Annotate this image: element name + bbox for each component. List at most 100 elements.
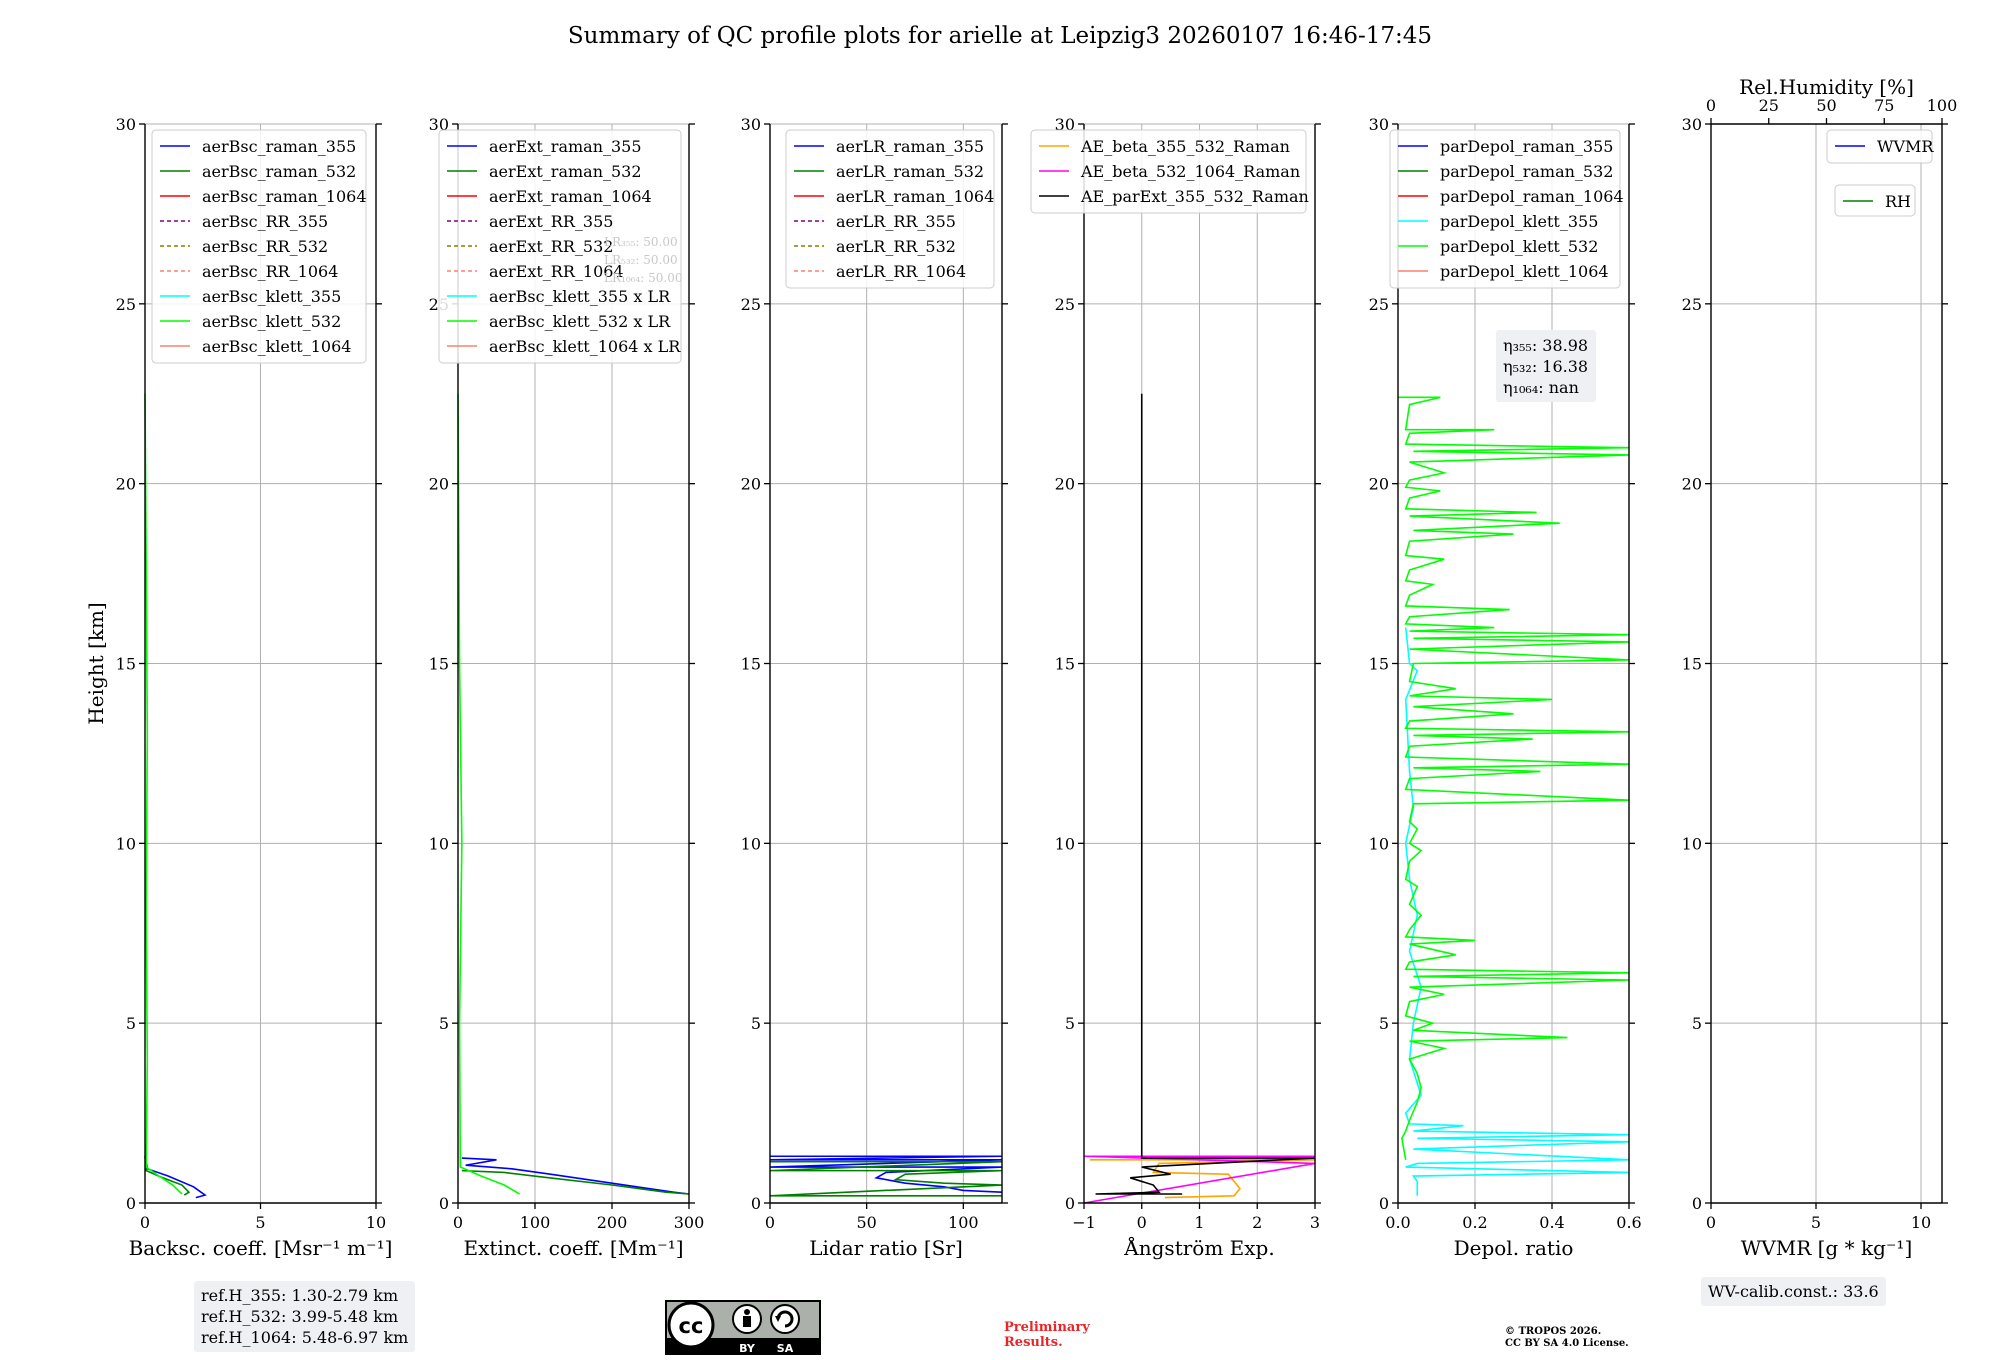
y-tick-label: 5 [439,1014,449,1033]
copyright-line: CC BY SA 4.0 License. [1505,1338,1629,1349]
legend-entry: aerBsc_raman_355 [202,137,356,156]
cc-icon-text: cc [679,1314,704,1338]
series-line-AE_beta_532_1064_Raman [1083,1155,1316,1204]
y-tick-label: 25 [116,295,136,314]
x-tick-label: 0 [140,1213,150,1232]
y-tick-label: 20 [1682,475,1702,494]
legend-entry: aerLR_RR_532 [836,237,956,256]
legend-entry: aerLR_RR_355 [836,212,956,231]
lr-label: LR₁₀₆₄: 50.00 [604,271,682,285]
top-x-tick-label: 100 [1927,96,1958,115]
x-tick-label: 200 [597,1213,628,1232]
legend-entry: AE_beta_532_1064_Raman [1080,162,1300,181]
y-tick-label: 20 [116,475,136,494]
series-line-aerExt_raman_532 [461,1169,690,1195]
legend-box [151,129,367,364]
x-tick-label: 0 [453,1213,463,1232]
y-tick-label: 20 [1369,475,1389,494]
ref-height-line: ref.H_532: 3.99-5.48 km [201,1307,399,1326]
top-x-tick-label: 0 [1706,96,1716,115]
series-line-parDepol_klett_355 [1404,627,1630,1196]
ref-height-line: ref.H_1064: 5.48-6.97 km [201,1328,409,1347]
legend-entry: aerBsc_RR_532 [202,237,328,256]
series-line-aerBsc_klett_532 x LR [457,393,521,1195]
series-line-aerExt_raman_355 [461,1157,690,1195]
x-axis-label: Extinct. coeff. [Mm⁻¹] [463,1236,683,1260]
cc-icon [667,1301,715,1349]
preliminary-line: Preliminary [1004,1320,1090,1335]
legend-entry: aerBsc_klett_1064 [202,337,351,356]
x-tick-label: 3 [1310,1213,1320,1232]
y-tick-label: 15 [741,655,761,674]
y-tick-label: 0 [751,1194,761,1213]
legend-entry: AE_parExt_355_532_Raman [1080,187,1309,206]
y-tick-label: 15 [1369,655,1389,674]
x-tick-label: 0.6 [1616,1213,1641,1232]
legend-box [785,129,995,289]
legend-box [1030,129,1307,214]
figure-title: Summary of QC profile plots for arielle … [568,23,1432,49]
y-tick-label: 0 [126,1194,136,1213]
series-line-parDepol_klett_532 [1398,396,1630,1160]
ref-height-line: ref.H_355: 1.30-2.79 km [201,1286,399,1305]
y-tick-label: 5 [1065,1014,1075,1033]
legend-entry: aerLR_RR_1064 [836,262,966,281]
legend-entry: aerBsc_raman_1064 [202,187,367,206]
legend-entry: parDepol_klett_1064 [1440,262,1609,281]
x-tick-label: 5 [1811,1213,1821,1232]
legend-box [438,129,682,364]
y-tick-label: 30 [116,115,136,134]
legend-entry: aerBsc_RR_1064 [202,262,338,281]
y-tick-label: 15 [116,655,136,674]
y-tick-label: 30 [741,115,761,134]
x-tick-label: 100 [520,1213,551,1232]
x-tick-label: 5 [255,1213,265,1232]
y-tick-label: 30 [1369,115,1389,134]
lr-label: LR₃₅₅: 50.00 [604,235,678,249]
legend-entry: parDepol_raman_355 [1440,137,1613,156]
legend-entry: aerLR_raman_532 [836,162,984,181]
y-tick-label: 20 [429,475,449,494]
y-tick-label: 0 [1692,1194,1702,1213]
x-tick-label: 0 [1137,1213,1147,1232]
x-tick-label: 2 [1252,1213,1262,1232]
legend-entry: aerLR_raman_1064 [836,187,994,206]
share-alike-icon [770,1304,800,1334]
x-tick-label: 0.0 [1385,1213,1410,1232]
x-axis-label: Backsc. coeff. [Msr⁻¹ m⁻¹] [129,1236,393,1260]
legend-entry: aerBsc_klett_532 x LR [489,312,671,331]
legend-entry: aerLR_raman_355 [836,137,984,156]
y-tick-label: 30 [1682,115,1702,134]
y-tick-label: 25 [1055,295,1075,314]
y-tick-label: 10 [116,834,136,853]
y-tick-label: 25 [1682,295,1702,314]
legend-entry: aerBsc_klett_355 [202,287,341,306]
y-tick-label: 25 [1369,295,1389,314]
y-tick-label: 5 [126,1014,136,1033]
x-tick-label: 0 [765,1213,775,1232]
y-tick-label: 15 [1055,655,1075,674]
y-tick-label: 0 [1065,1194,1075,1213]
series-line-aerLR_raman_532 [769,1160,1003,1197]
y-tick-label: 10 [741,834,761,853]
x-axis-label: WVMR [g * kg⁻¹] [1741,1236,1913,1260]
y-tick-label: 10 [1682,834,1702,853]
y-tick-label: 15 [429,655,449,674]
top-x-tick-label: 50 [1816,96,1836,115]
y-tick-label: 10 [1369,834,1389,853]
copyright-line: © TROPOS 2026. [1505,1326,1602,1337]
series-line-aerBsc_raman_532 [144,1156,191,1196]
legend-entry: aerExt_RR_1064 [489,262,624,281]
x-tick-label: 100 [948,1213,979,1232]
y-tick-label: 10 [1055,834,1075,853]
y-tick-label: 0 [439,1194,449,1213]
legend-entry: aerBsc_raman_532 [202,162,356,181]
series-line-AE_beta_355_532_Raman [1089,1159,1316,1199]
y-tick-label: 15 [1682,655,1702,674]
y-tick-label: 30 [429,115,449,134]
series-line-aerBsc_raman_355 [144,1156,207,1199]
x-tick-label: 0.4 [1539,1213,1564,1232]
y-tick-label: 5 [1379,1014,1389,1033]
x-tick-label: 0.2 [1462,1213,1487,1232]
